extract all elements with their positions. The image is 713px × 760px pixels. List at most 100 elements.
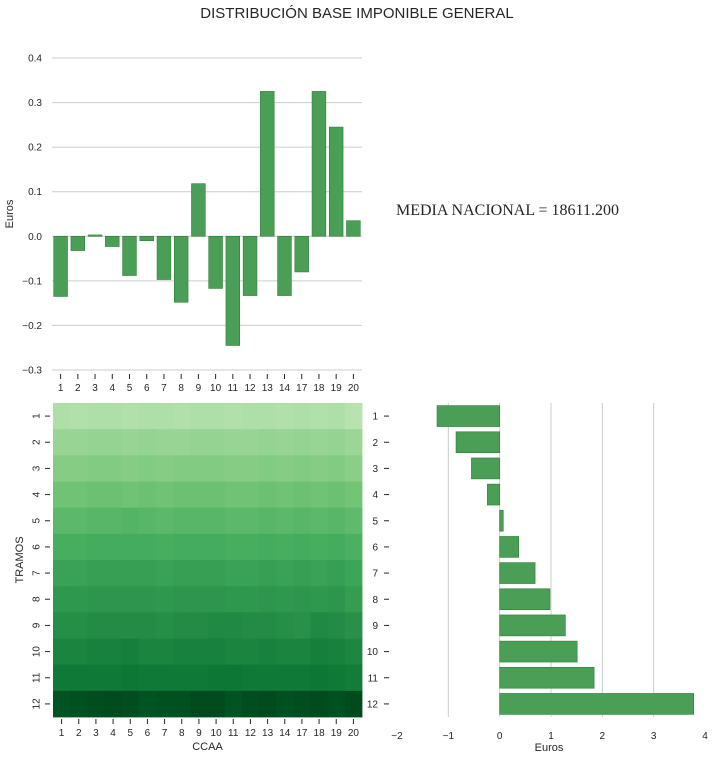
x-tick-label: 1	[548, 731, 554, 742]
x-tick-label: 12	[244, 383, 256, 394]
bar	[328, 126, 344, 237]
heatmap-cell	[121, 560, 140, 587]
bar	[105, 235, 120, 247]
heatmap-cell	[293, 638, 311, 666]
x-tick-label: 11	[228, 383, 239, 394]
x-tick-label: 13	[262, 383, 274, 394]
y-tick-label: 8	[32, 596, 43, 602]
x-tick-label: 7	[161, 383, 167, 394]
y-tick-label: 6	[32, 544, 43, 550]
heatmap-cell	[224, 560, 243, 587]
heatmap-cell	[53, 638, 71, 666]
x-tick-label: 14	[279, 728, 291, 739]
heatmap-cell	[327, 664, 346, 692]
x-tick-label: 20	[348, 728, 360, 739]
x-tick-label: 18	[314, 728, 326, 739]
y-tick-label: 10	[32, 646, 43, 658]
bar	[70, 235, 86, 251]
heatmap-cell	[224, 612, 243, 639]
heatmap-cell	[104, 638, 123, 666]
y-tick-label: 3	[32, 465, 43, 471]
heatmap-cell	[293, 429, 311, 456]
heatmap-cell	[156, 429, 174, 456]
heatmap-cell	[121, 455, 140, 482]
heatmap-cell	[276, 507, 294, 535]
heatmap-cell	[121, 533, 140, 561]
heatmap-cell	[259, 612, 277, 639]
heatmap-cell	[70, 560, 88, 587]
y-tick-label: 8	[372, 595, 378, 606]
y-tick-label: 9	[372, 621, 378, 632]
heatmap-cell	[259, 664, 277, 692]
heatmap-cell	[53, 664, 71, 692]
bar	[499, 536, 519, 558]
x-tick-label: 9	[196, 728, 202, 739]
heatmap-cell	[259, 507, 277, 535]
bar	[260, 91, 275, 237]
heatmap-cell	[190, 638, 208, 666]
heatmap-cell	[104, 481, 123, 509]
heatmap-cell	[327, 586, 346, 613]
heatmap-cell	[173, 507, 191, 535]
heatmap-cell	[87, 586, 105, 613]
heatmap-cell	[138, 612, 157, 639]
bar	[173, 235, 189, 303]
heatmap-cell	[121, 638, 140, 666]
heatmap-cell	[276, 403, 294, 430]
heatmap-cell	[293, 612, 311, 639]
heatmap-cell	[241, 481, 260, 509]
bar	[499, 588, 551, 611]
bar	[191, 183, 206, 237]
x-tick-label: 20	[348, 383, 360, 394]
heatmap-cell	[70, 586, 88, 613]
bar	[87, 234, 103, 237]
heatmap-cell	[138, 664, 157, 692]
x-tick-label: 7	[162, 728, 168, 739]
heatmap-cell	[53, 690, 71, 718]
heatmap-cell	[276, 586, 294, 613]
heatmap-cell	[121, 690, 140, 718]
x-tick-label: 2	[600, 731, 606, 742]
bar	[499, 640, 578, 663]
heatmap-cell	[207, 429, 226, 456]
heatmap-cell	[327, 403, 346, 430]
heatmap-cell	[241, 560, 260, 587]
heatmap-cell	[259, 690, 277, 718]
heatmap-cell	[138, 455, 157, 482]
heatmap-cell	[344, 638, 363, 666]
heatmap-cell	[259, 560, 277, 587]
heatmap-cell	[138, 507, 157, 535]
heatmap-cell	[70, 403, 88, 430]
heatmap-cell	[224, 455, 243, 482]
heatmap-cell	[207, 403, 226, 430]
heatmap-cell	[190, 690, 208, 718]
heatmap-cell	[344, 586, 363, 613]
heatmap-cell	[70, 638, 88, 666]
y-tick-label: 5	[372, 516, 378, 527]
heatmap-cell	[104, 664, 123, 692]
heatmap-cell	[156, 403, 174, 430]
bar	[455, 431, 500, 454]
heatmap-cell	[276, 560, 294, 587]
heatmap-cell	[156, 690, 174, 718]
x-tick-label: 5	[127, 728, 133, 739]
heatmap-cell	[224, 507, 243, 535]
bar	[499, 562, 536, 584]
heatmap-cell	[224, 638, 243, 666]
x-axis-label: Euros	[535, 742, 564, 754]
heatmap-cell	[190, 429, 208, 456]
heatmap-cell	[190, 586, 208, 613]
heatmap-cell	[344, 481, 363, 509]
heatmap-cell	[207, 560, 226, 587]
heatmap-cell	[344, 560, 363, 587]
heatmap-cell	[156, 638, 174, 666]
heatmap-cell	[241, 533, 260, 561]
heatmap-cell	[138, 403, 157, 430]
heatmap-cell	[276, 481, 294, 509]
heatmap-cell	[327, 638, 346, 666]
heatmap-cell	[241, 507, 260, 535]
heatmap-cell	[293, 586, 311, 613]
heatmap-cell	[344, 507, 363, 535]
x-tick-label: 5	[127, 383, 133, 394]
